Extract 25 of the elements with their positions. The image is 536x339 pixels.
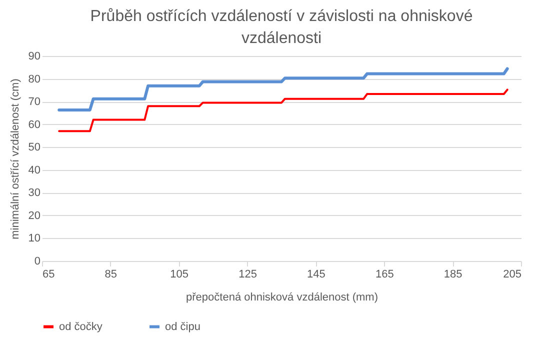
- y-tick-label: 60: [28, 118, 40, 131]
- x-tick-label: 85: [104, 268, 118, 280]
- x-axis-title: přepočtená ohnisková vzdálenost (mm): [186, 292, 378, 304]
- x-tick-label: 185: [444, 268, 462, 280]
- x-tick-label: 145: [307, 268, 326, 280]
- y-axis-title: minimální ostřící vzdálenost (cm): [9, 78, 22, 240]
- y-tick-label: 30: [28, 187, 40, 200]
- line-series: [58, 67, 509, 112]
- line-series: [58, 88, 508, 132]
- y-tick-label: 40: [28, 164, 40, 176]
- y-tick-label: 90: [28, 50, 40, 62]
- y-tick-label: 20: [28, 210, 40, 222]
- y-tick-label: 80: [28, 73, 40, 86]
- chart-title: Průběh ostřících vzdáleností v závislosti na ohniskové vzdálenosti: [90, 8, 473, 47]
- y-tick-label: 70: [28, 96, 40, 108]
- x-tick-label: 105: [170, 268, 189, 280]
- legend-label: od čočky: [59, 320, 103, 333]
- y-tick-label: 0: [34, 256, 40, 268]
- x-tick-label: 165: [375, 268, 394, 280]
- x-tick-label: 205: [503, 268, 522, 280]
- legend-label: od čipu: [165, 320, 200, 333]
- x-tick-label: 65: [42, 268, 55, 280]
- y-tick-label: 50: [28, 142, 40, 154]
- y-tick-label: 10: [28, 232, 40, 245]
- x-tick-label: 125: [238, 268, 257, 280]
